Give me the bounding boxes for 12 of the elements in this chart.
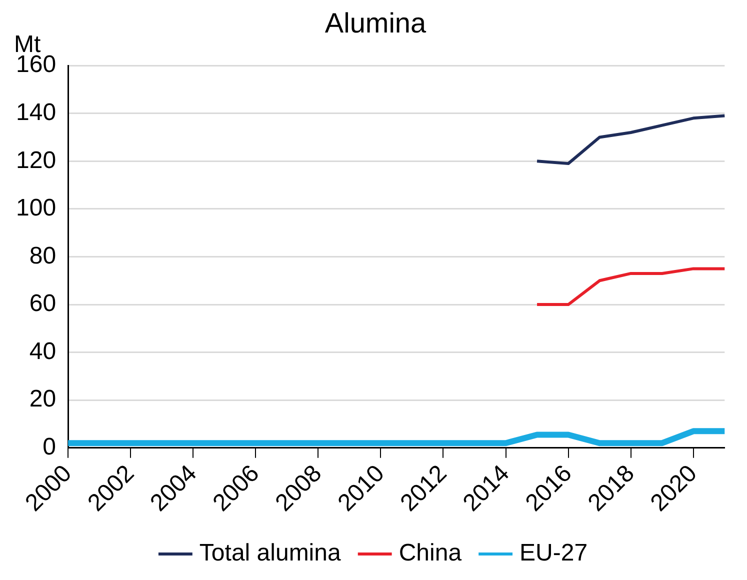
y-tick-label: 40 [29,338,56,365]
y-tick-label: 60 [29,290,56,318]
y-tick-label: 20 [29,386,56,413]
y-tick-label: 0 [42,434,56,461]
y-tick-label: 140 [16,99,56,126]
y-tick-label: 80 [29,242,56,270]
y-tick-label: 100 [16,194,56,222]
chart-title: Alumina [324,8,426,39]
legend-label: EU-27 [520,540,588,567]
legend-label: Total alumina [199,540,342,567]
legend-label: China [398,540,462,567]
y-tick-label: 120 [16,146,56,174]
